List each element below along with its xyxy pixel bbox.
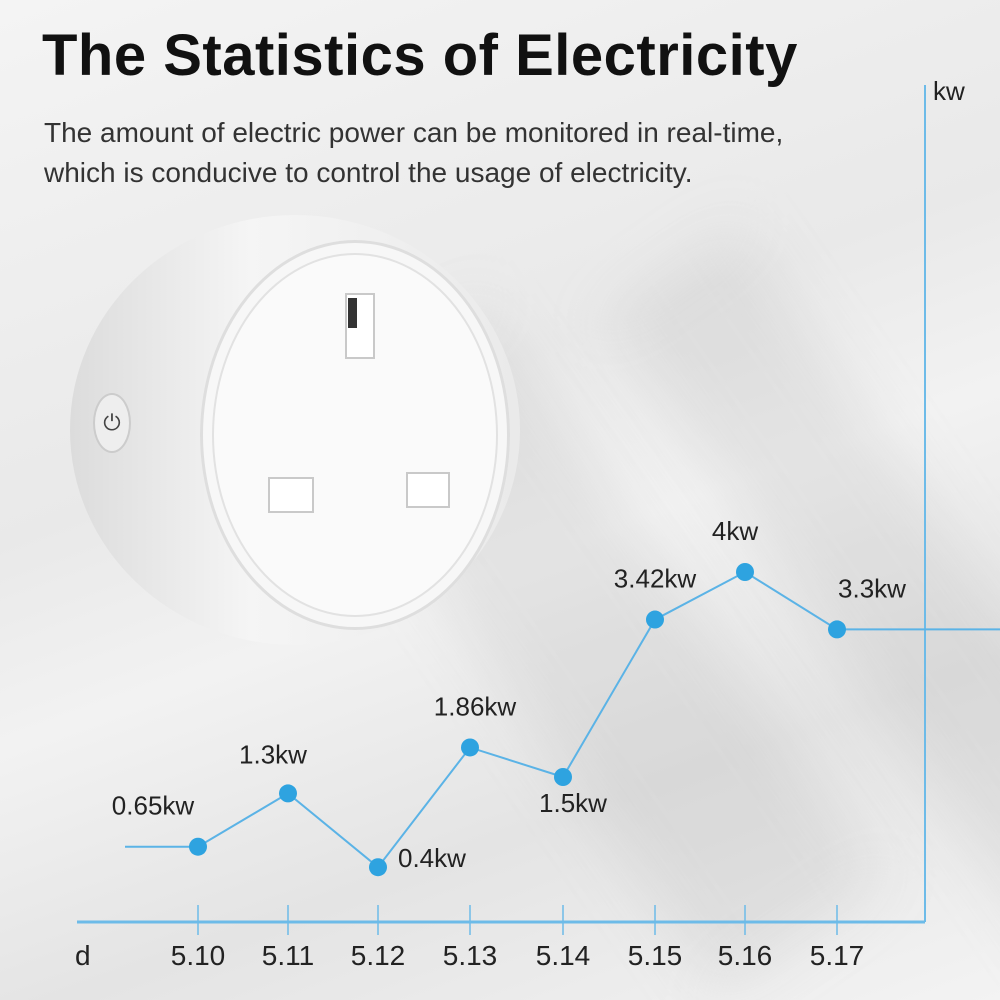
data-point	[369, 858, 387, 877]
data-point	[189, 837, 207, 856]
subtitle: The amount of electric power can be moni…	[44, 117, 784, 188]
x-tick-label: 5.13	[443, 940, 498, 971]
data-label: 1.5kw	[539, 788, 607, 818]
x-tick-label: 5.15	[628, 940, 683, 971]
x-tick-label: 5.10	[171, 940, 226, 971]
data-label: 1.3kw	[239, 739, 307, 769]
x-axis-label: d	[75, 940, 91, 971]
data-label: 1.86kw	[434, 691, 517, 721]
series-line	[125, 570, 1000, 869]
x-tick-label: 5.12	[351, 940, 406, 971]
data-point	[461, 738, 479, 757]
data-point	[646, 610, 664, 629]
data-label: 3.42kw	[614, 564, 697, 594]
page-title: The Statistics of Electricity	[42, 23, 798, 88]
data-label: 3.3kw	[838, 573, 906, 603]
data-point	[828, 620, 846, 639]
x-tick-label: 5.16	[718, 940, 773, 971]
data-label: 0.65kw	[112, 791, 195, 821]
data-label: 4kw	[712, 516, 758, 546]
power-icon: ⏻	[93, 393, 131, 453]
data-label: 0.4kw	[398, 843, 466, 873]
data-point	[736, 563, 754, 581]
x-tick-label: 5.17	[810, 940, 865, 971]
x-tick-label: 5.14	[536, 940, 591, 971]
data-point	[279, 784, 297, 803]
x-tick-label: 5.11	[262, 940, 314, 971]
y-axis-label: kw	[933, 76, 965, 106]
data-point	[554, 768, 572, 786]
